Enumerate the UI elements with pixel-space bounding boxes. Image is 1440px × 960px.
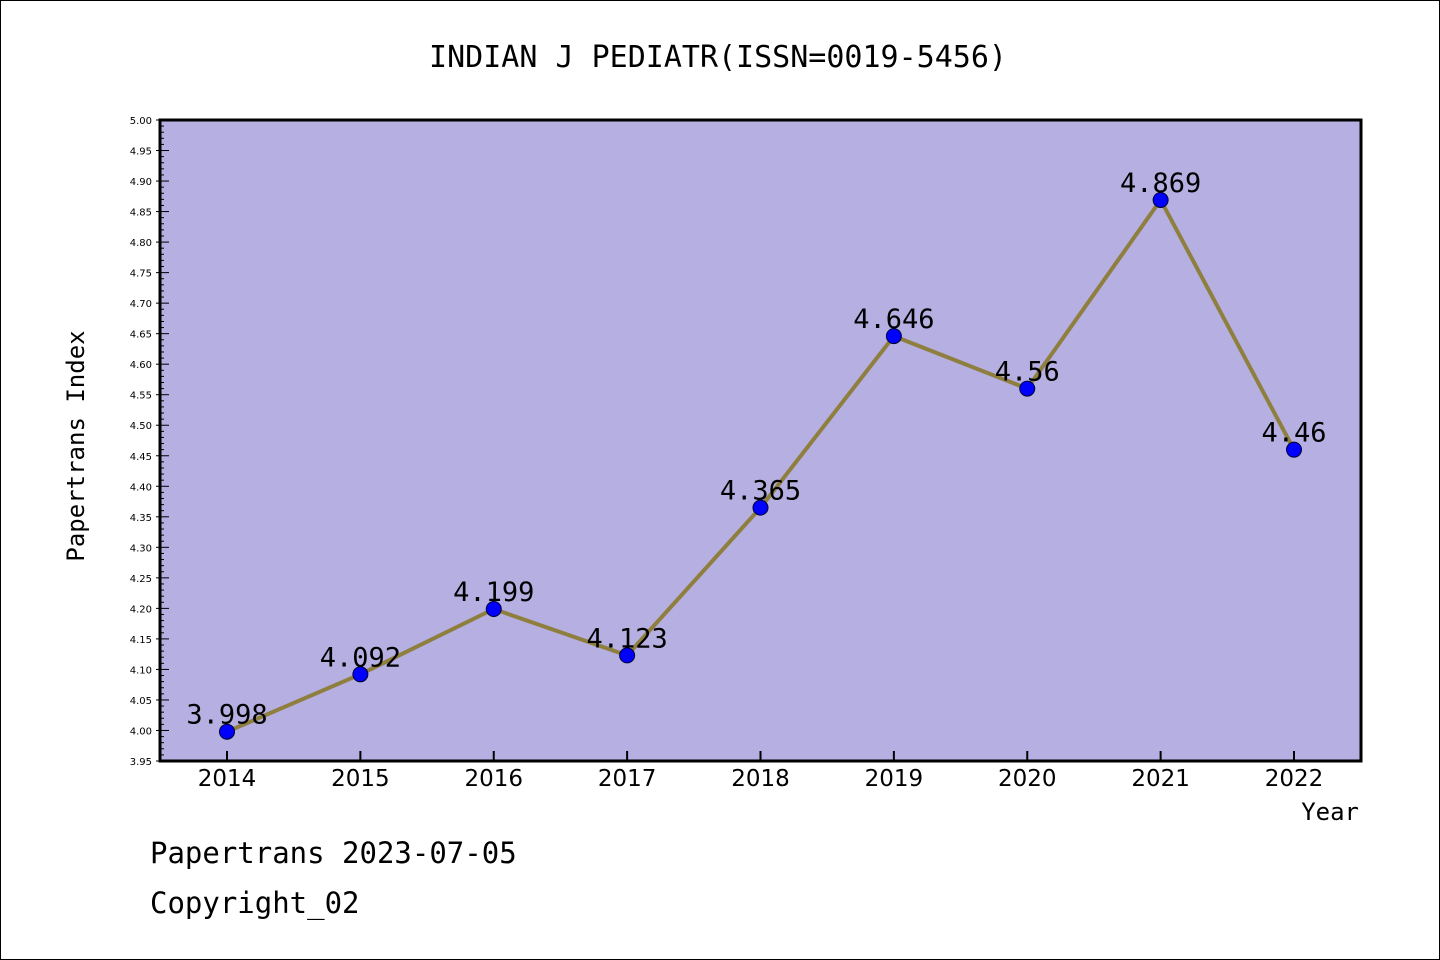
plot-area — [160, 120, 1361, 761]
data-label: 4.46 — [1261, 418, 1326, 449]
data-label: 4.56 — [995, 357, 1060, 388]
y-tick-label: 4.60 — [130, 360, 152, 371]
x-tick-label: 2015 — [331, 766, 390, 792]
chart-title: INDIAN J PEDIATR(ISSN=0019-5456) — [429, 40, 1007, 75]
y-tick-label: 4.10 — [130, 665, 152, 676]
x-axis: 2014 2015 2016 2017 2018 2019 2020 2021 2022 — [198, 751, 1324, 792]
x-tick-label: 2019 — [865, 766, 924, 792]
y-axis: 3.95 4.00 4.05 4.10 4.15 4.20 4.25 4.30 4.35 4.40… — [130, 116, 169, 768]
x-axis-label: Year — [1301, 798, 1359, 826]
data-point — [485, 600, 502, 617]
data-point — [352, 666, 369, 683]
plot-border — [158, 118, 1363, 763]
y-tick-label: 4.40 — [130, 482, 152, 493]
y-tick-label: 4.00 — [130, 726, 152, 737]
y-tick-label: 4.65 — [130, 330, 152, 341]
y-tick-label: 4.45 — [130, 452, 152, 463]
y-tick-label: 4.05 — [130, 696, 152, 707]
data-point — [619, 647, 636, 664]
data-label: 4.869 — [1120, 168, 1201, 199]
y-tick-label: 4.55 — [130, 391, 152, 402]
data-point — [219, 723, 235, 740]
x-tick-label: 2018 — [731, 766, 790, 792]
data-label: 4.092 — [320, 642, 401, 673]
data-point — [885, 328, 902, 345]
data-label: 4.199 — [453, 577, 534, 608]
y-tick-label: 4.95 — [130, 147, 152, 158]
y-tick-label: 4.15 — [130, 635, 152, 646]
x-tick-label: 2020 — [998, 766, 1057, 792]
data-label: 4.365 — [720, 476, 801, 507]
data-label: 3.998 — [186, 700, 267, 731]
data-point — [1152, 191, 1169, 208]
x-tick-label: 2021 — [1131, 766, 1190, 792]
copyright-caption: Copyright_02 — [150, 886, 360, 920]
x-tick-label: 2017 — [598, 766, 657, 792]
x-tick-label: 2022 — [1265, 766, 1324, 792]
y-tick-label: 4.50 — [130, 421, 152, 432]
data-point — [1019, 380, 1036, 397]
y-tick-label: 3.95 — [130, 757, 152, 768]
data-labels: 3.998 4.092 4.199 4.123 4.365 4.646 4.56 4.869 4… — [186, 168, 1326, 731]
y-tick-label: 4.90 — [130, 177, 152, 188]
y-tick-label: 4.75 — [130, 269, 152, 280]
y-tick-label: 4.25 — [130, 574, 152, 585]
data-points — [219, 191, 1302, 740]
data-point — [1286, 441, 1302, 458]
x-tick-label: 2016 — [464, 766, 523, 792]
source-caption: Papertrans 2023-07-05 — [150, 836, 517, 870]
y-tick-label: 5.00 — [130, 116, 152, 127]
y-tick-label: 4.20 — [130, 604, 152, 615]
y-axis-label: Papertrans Index — [62, 330, 90, 561]
x-tick-label: 2014 — [198, 766, 257, 792]
y-tick-label: 4.30 — [130, 543, 152, 554]
y-tick-label: 4.85 — [130, 208, 152, 219]
data-label: 4.123 — [586, 623, 667, 654]
data-point — [752, 499, 769, 516]
y-tick-label: 4.35 — [130, 513, 152, 524]
y-tick-label: 4.80 — [130, 238, 152, 249]
y-tick-label: 4.70 — [130, 299, 152, 310]
data-label: 4.646 — [853, 304, 934, 335]
